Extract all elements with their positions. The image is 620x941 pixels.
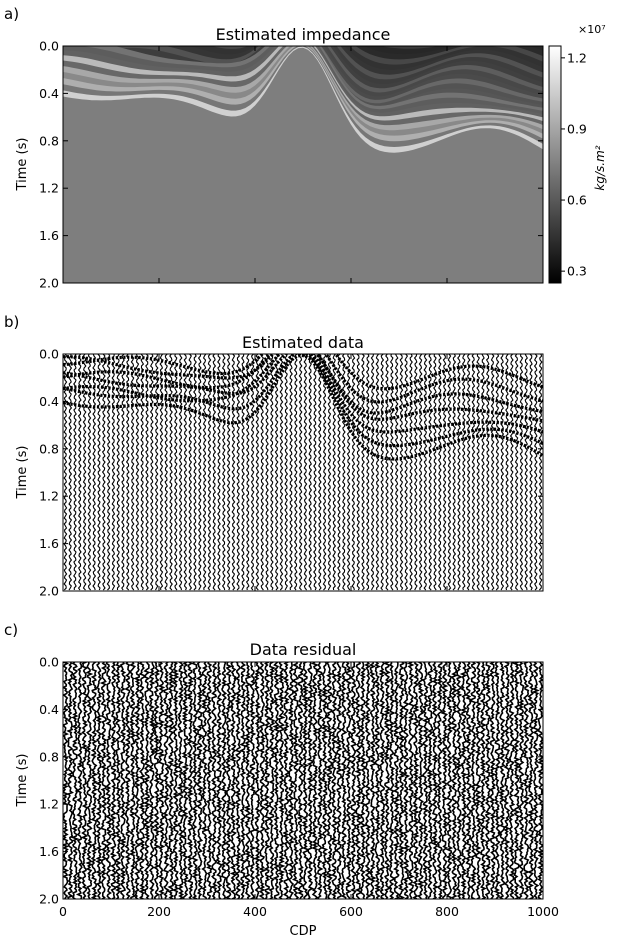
panel-label-a: a): [4, 5, 19, 23]
impedance-image: [63, 46, 543, 283]
y-ticks-c: 0.0 0.4 0.8 1.2 1.6 2.0: [39, 655, 543, 907]
colorbar: [548, 45, 562, 284]
wiggle-traces-c: [63, 662, 543, 899]
x-ticks-b: [62, 354, 544, 591]
y-tick-label: 0.4: [39, 86, 59, 101]
y-tick-label: 0.4: [39, 702, 59, 717]
y-tick-label: 1.2: [39, 797, 59, 812]
x-tick-label: 600: [339, 904, 363, 919]
x-tick-label: 1000: [527, 904, 559, 919]
impedance-layer: [63, 47, 543, 283]
x-ticks-c: 0 200 400 600 800 1000: [59, 662, 559, 919]
wiggle-traces-b: [63, 354, 543, 591]
colorbar-tick-label: 0.9: [567, 121, 587, 136]
panel-label-c: c): [4, 621, 18, 639]
colorbar-tick-label: 0.3: [567, 264, 587, 279]
x-tick-label: 200: [147, 904, 171, 919]
y-tick-label: 0.8: [39, 749, 59, 764]
title-a: Estimated impedance: [216, 25, 391, 44]
y-ticks-a: 0.0 0.4 0.8 1.2 1.6 2.0: [39, 39, 543, 291]
y-tick-label: 0.0: [39, 39, 59, 54]
ylabel-b: Time (s): [15, 446, 30, 500]
axes-frame-b: [62, 353, 544, 592]
y-ticks-b: 0.0 0.4 0.8 1.2 1.6 2.0: [39, 347, 543, 599]
y-tick-label: 1.2: [39, 489, 59, 504]
x-tick-label: 800: [435, 904, 459, 919]
colorbar-tick-label: 1.2: [567, 50, 587, 65]
y-tick-label: 1.2: [39, 181, 59, 196]
y-tick-label: 1.6: [39, 844, 59, 859]
x-tick-label: 0: [59, 904, 67, 919]
y-tick-label: 0.8: [39, 133, 59, 148]
panel-a: a) Estimated impedance 0.0 0.4 0.8 1.2 1.6 2.…: [4, 5, 607, 291]
colorbar-tick-label: 0.6: [567, 193, 587, 208]
panel-c: c) Data residual 0.0 0.4 0.8 1.2 1.6 2.0 0 200…: [4, 621, 559, 939]
y-tick-label: 2.0: [39, 584, 59, 599]
panel-label-b: b): [4, 313, 19, 331]
ylabel-c: Time (s): [15, 754, 30, 808]
x-tick-label: 400: [243, 904, 267, 919]
y-tick-label: 2.0: [39, 892, 59, 907]
y-tick-label: 1.6: [39, 228, 59, 243]
y-tick-label: 2.0: [39, 276, 59, 291]
title-c: Data residual: [250, 640, 357, 659]
colorbar-ticks: 0.3 0.6 0.9 1.2: [561, 50, 587, 279]
panel-b: b) Estimated data 0.0 0.4 0.8 1.2 1.6 2.0 Tim…: [4, 313, 544, 599]
y-tick-label: 1.6: [39, 536, 59, 551]
axes-frame-a: [62, 45, 544, 284]
ylabel-a: Time (s): [15, 138, 30, 192]
y-tick-label: 0.0: [39, 347, 59, 362]
title-b: Estimated data: [242, 333, 364, 352]
y-tick-label: 0.8: [39, 441, 59, 456]
xlabel-c: CDP: [290, 924, 317, 939]
colorbar-exponent: ×10⁷: [578, 23, 606, 36]
y-tick-label: 0.0: [39, 655, 59, 670]
axes-frame-c: [62, 661, 544, 900]
colorbar-label: kg/s.m²: [593, 145, 607, 190]
y-tick-label: 0.4: [39, 394, 59, 409]
x-ticks-a: [62, 46, 544, 283]
